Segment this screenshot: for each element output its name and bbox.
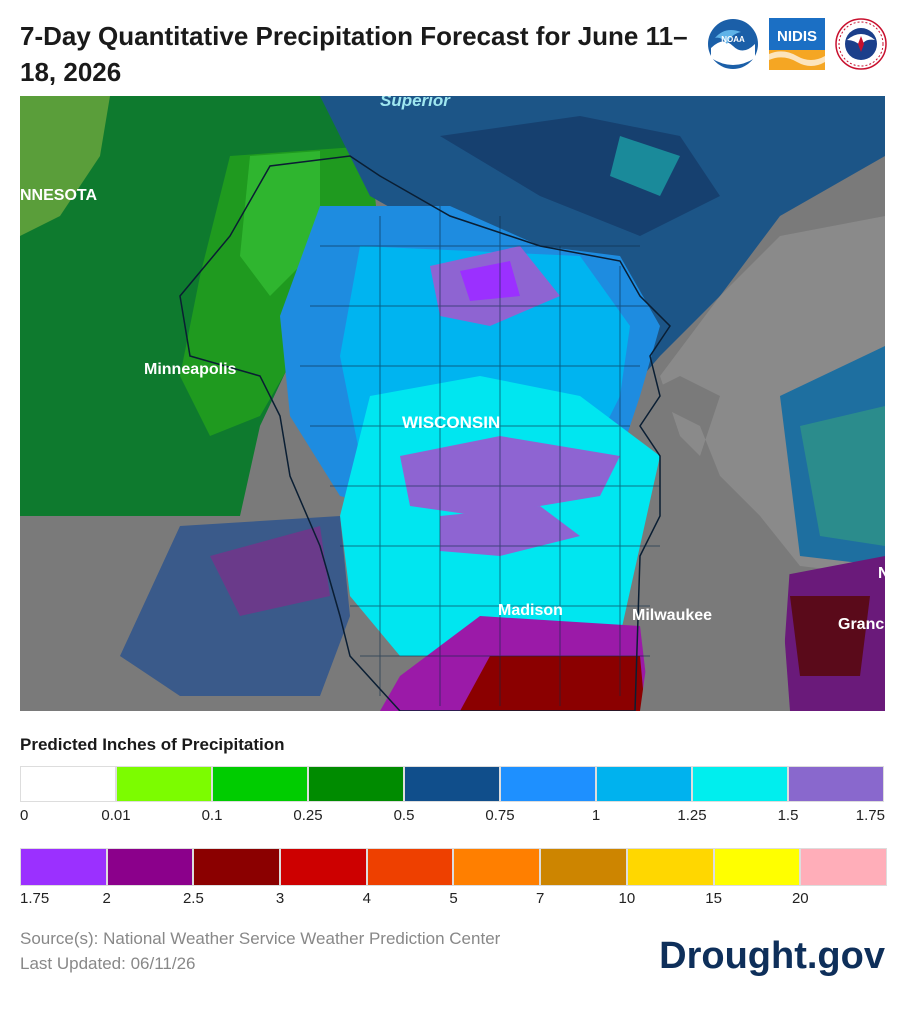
- legend-swatch: [20, 766, 116, 802]
- last-updated-text: Last Updated: 06/11/26: [20, 954, 196, 973]
- label-lake-superior: Superior: [380, 96, 451, 110]
- legend-swatch: [692, 766, 788, 802]
- region-michigan-teal: [800, 406, 885, 546]
- legend-swatch: [453, 848, 541, 886]
- label-milwaukee: Milwaukee: [632, 607, 712, 624]
- wisconsin-outline: [179, 155, 671, 711]
- legend-tick: 1.75: [20, 890, 50, 907]
- legend-tick: 0.75: [485, 807, 515, 824]
- page-title: 7-Day Quantitative Precipitation Forecas…: [20, 21, 688, 87]
- source-block: Source(s): National Weather Service Weat…: [20, 926, 500, 976]
- legend-swatch: [212, 766, 308, 802]
- legend-swatch: [193, 848, 281, 886]
- legend-swatch: [106, 848, 194, 886]
- legend-tick: 5: [449, 890, 458, 907]
- legend-tick: 4: [362, 890, 371, 907]
- nidis-logo: NIDIS: [769, 18, 825, 70]
- legend-swatch: [596, 766, 692, 802]
- label-minneapolis: Minneapolis: [144, 361, 237, 378]
- region-maroon-south: [460, 656, 645, 711]
- noaa-logo: NOAA: [708, 19, 758, 69]
- region-purple-southwest: [210, 526, 330, 616]
- legend-tick: 7: [536, 890, 545, 907]
- region-olive-green: [20, 96, 110, 236]
- label-madison: Madison: [498, 602, 563, 619]
- legend-tick: 1.75: [855, 807, 885, 824]
- legend-tick: 1.5: [777, 807, 799, 824]
- region-violet-north: [460, 261, 520, 301]
- legend-swatch: [626, 848, 714, 886]
- legend-ticks-1: 0 0.01 0.1 0.25 0.5 0.75 1 1.25 1.5 1.75: [20, 807, 885, 827]
- noaa-logo-text: NOAA: [721, 35, 745, 44]
- nws-logo: [835, 18, 887, 70]
- legend-tick: 3: [275, 890, 285, 907]
- region-lavender-mid2: [440, 506, 580, 556]
- label-edge-n: N: [878, 565, 885, 582]
- legend-tick: 1: [591, 807, 601, 824]
- county-borders: [300, 206, 660, 706]
- lake-michigan: [640, 376, 790, 711]
- region-light-green: [240, 151, 320, 296]
- legend-swatch: [500, 766, 596, 802]
- legend-swatch: [800, 848, 887, 886]
- legend-tick: 10: [618, 890, 636, 907]
- legend-title: Predicted Inches of Precipitation: [20, 735, 285, 754]
- source-text: Source(s): National Weather Service Weat…: [20, 929, 501, 948]
- legend-swatch: [116, 766, 212, 802]
- legend-tick: 1.25: [677, 807, 707, 824]
- region-teal-patch: [610, 136, 680, 196]
- label-minnesota: NNESOTA: [20, 187, 97, 204]
- legend-swatch: [20, 848, 107, 886]
- legend-swatch: [404, 766, 500, 802]
- nidis-logo-text: NIDIS: [777, 28, 817, 45]
- legend-row-1: [20, 766, 884, 802]
- label-grand-rapids: Granc: [838, 616, 884, 633]
- region-lavender-mid: [400, 436, 620, 516]
- drought-gov-brand[interactable]: Drought.gov: [659, 935, 885, 977]
- legend-tick: 0.5: [393, 807, 415, 824]
- legend-tick: 0: [20, 807, 29, 824]
- legend-swatch: [366, 848, 454, 886]
- legend-tick: 20: [791, 890, 809, 907]
- legend-tick: 2: [102, 890, 111, 907]
- legend-swatch: [308, 766, 404, 802]
- legend-tick: 15: [705, 890, 722, 907]
- legend-row-2: [20, 848, 887, 886]
- label-wisconsin: WISCONSIN: [402, 413, 500, 432]
- legend-tick: 2.5: [182, 890, 204, 907]
- legend-ticks-2: 1.75 2 2.5 3 4 5 7 10 15 20: [20, 890, 887, 910]
- precipitation-map[interactable]: Superior NNESOTA Minneapolis WISCONSIN M…: [20, 96, 885, 711]
- legend-tick: 0.1: [201, 807, 223, 824]
- legend-swatch: [713, 848, 801, 886]
- region-maroon-michigan: [790, 596, 870, 676]
- legend-swatch: [280, 848, 367, 886]
- legend-swatch: [540, 848, 627, 886]
- legend-tick: 0.25: [293, 807, 323, 824]
- legend-swatch: [788, 766, 884, 802]
- legend-tick: 0.01: [101, 807, 131, 824]
- logo-group: NOAA NIDIS: [707, 18, 887, 70]
